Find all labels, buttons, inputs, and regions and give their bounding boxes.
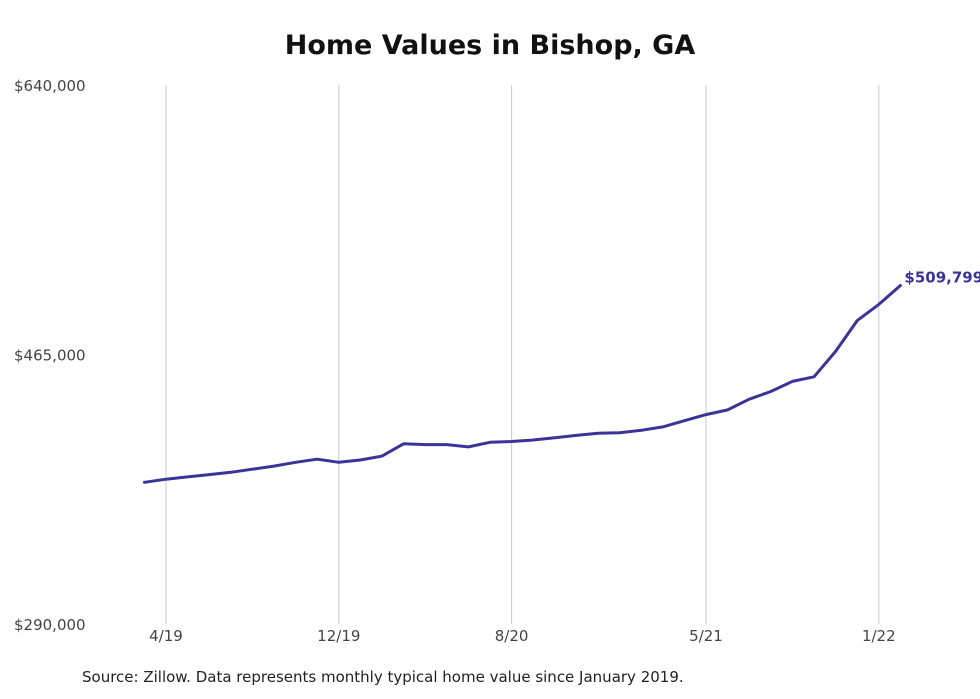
source-note: Source: Zillow. Data represents monthly … [82, 668, 684, 686]
y-tick-label: $640,000 [14, 77, 86, 95]
series-line [142, 284, 902, 484]
end-value-label: $509,799 [904, 269, 980, 287]
x-tick-label: 4/19 [149, 627, 183, 645]
chart-title: Home Values in Bishop, GA [284, 30, 696, 61]
x-tick-label: 8/20 [495, 627, 529, 645]
y-tick-label: $290,000 [14, 616, 86, 634]
y-tick-label: $465,000 [14, 347, 86, 365]
x-tick-label: 12/19 [317, 627, 360, 645]
x-tick-label: 1/22 [862, 627, 896, 645]
x-tick-label: 5/21 [689, 627, 723, 645]
